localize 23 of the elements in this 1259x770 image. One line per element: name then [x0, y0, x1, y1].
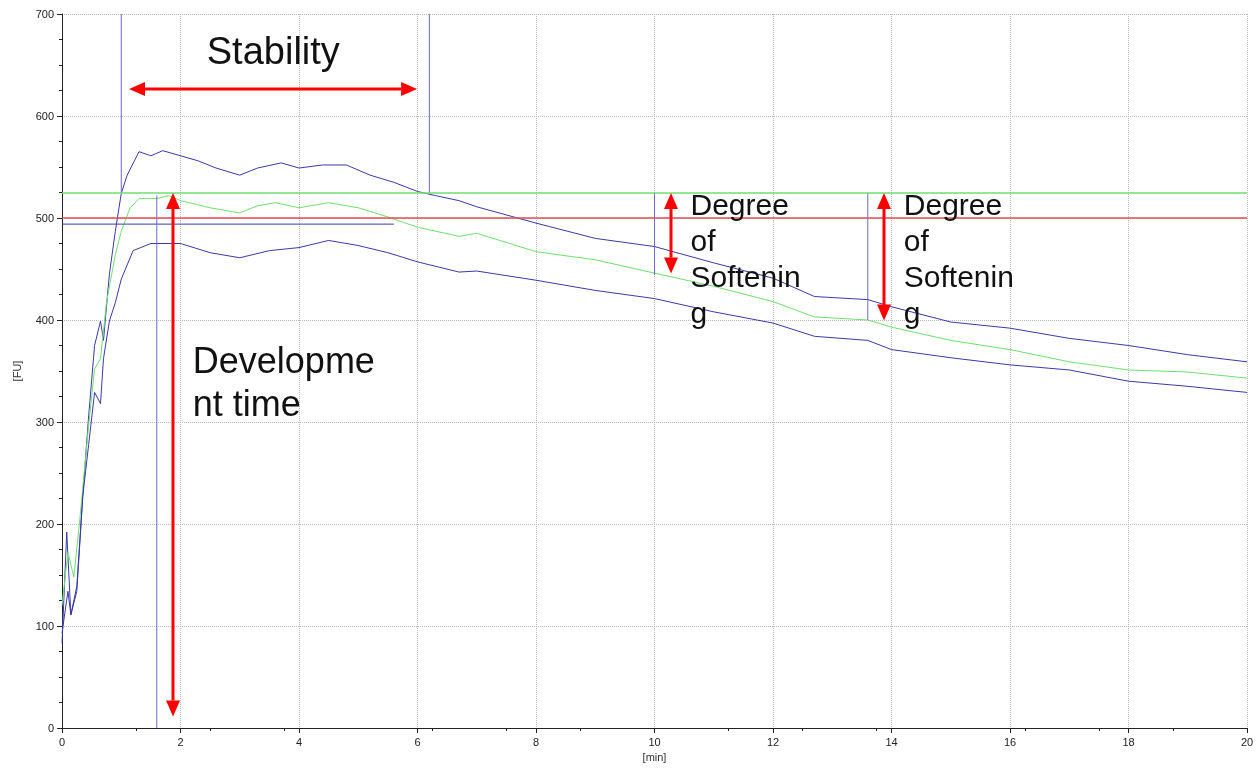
x-tick-label: 16 — [1003, 735, 1017, 748]
x-tick-label: 4 — [295, 735, 303, 748]
y-tick-label: 200 — [35, 518, 54, 530]
x-axis-title: [min] — [642, 751, 667, 764]
x-tick-label: 10 — [648, 735, 661, 748]
y-tick-label: 600 — [35, 110, 54, 122]
y-tick-label: 0 — [47, 722, 54, 734]
x-tick-label: 18 — [1122, 735, 1135, 748]
x-tick-label: 6 — [414, 735, 421, 748]
y-axis-title: [FU] — [10, 360, 23, 382]
x-tick-label: 12 — [766, 735, 780, 748]
annotation: Development time — [192, 339, 376, 426]
x-tick-label: 14 — [885, 735, 898, 748]
x-tick-label: 0 — [58, 735, 66, 748]
x-tick-label: 20 — [1240, 735, 1254, 748]
y-tick-label: 100 — [35, 620, 54, 632]
y-tick-label: 700 — [35, 8, 54, 20]
y-tick-label: 300 — [35, 416, 54, 428]
y-tick-label: 400 — [35, 314, 54, 326]
x-tick-label: 8 — [532, 735, 540, 748]
annotation: Stability — [205, 29, 341, 74]
y-tick-label: 500 — [35, 212, 54, 224]
x-tick-label: 2 — [177, 735, 184, 748]
